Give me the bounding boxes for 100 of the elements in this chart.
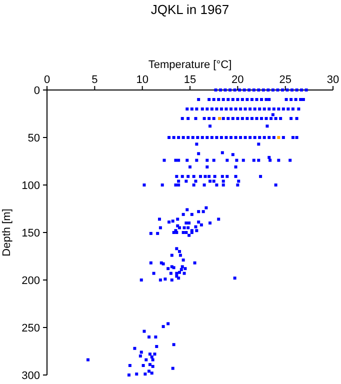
- point: [226, 174, 229, 178]
- point: [182, 136, 185, 139]
- point: [186, 158, 189, 162]
- point: [148, 352, 152, 356]
- point: [235, 158, 238, 162]
- point: [196, 136, 200, 139]
- point: [149, 261, 152, 264]
- point: [194, 180, 198, 183]
- point: [212, 117, 216, 120]
- point: [153, 352, 156, 356]
- point: [186, 208, 189, 212]
- point: [213, 174, 216, 178]
- point: [197, 152, 200, 156]
- point: [268, 108, 271, 110]
- point: [208, 117, 211, 120]
- point: [197, 220, 200, 224]
- point: [224, 88, 227, 92]
- point: [208, 174, 211, 178]
- point: [237, 180, 240, 183]
- point: [158, 278, 162, 282]
- point: [195, 158, 198, 162]
- point: [238, 88, 242, 92]
- point: [208, 124, 212, 128]
- y-tick-label: 150: [22, 228, 40, 240]
- point: [272, 136, 276, 139]
- point: [182, 258, 185, 262]
- point: [215, 136, 218, 139]
- point: [234, 136, 238, 139]
- x-tick-label: 5: [92, 74, 98, 86]
- point: [182, 272, 186, 275]
- point: [192, 174, 196, 178]
- point: [295, 136, 298, 139]
- point: [233, 88, 236, 92]
- point: [279, 117, 282, 120]
- point: [194, 225, 198, 228]
- point: [233, 276, 236, 280]
- point: [144, 358, 148, 362]
- point: [204, 206, 208, 210]
- point: [148, 336, 151, 338]
- y-axis-title: Depth [m]: [1, 208, 13, 256]
- point: [184, 222, 188, 224]
- point: [257, 88, 260, 92]
- x-tick-label: 25: [279, 74, 292, 86]
- point: [246, 117, 249, 120]
- point: [222, 180, 225, 183]
- point: [248, 136, 252, 139]
- x-tick-label: 30: [326, 74, 340, 86]
- point: [300, 88, 304, 92]
- point: [282, 136, 285, 139]
- point: [186, 226, 190, 230]
- point: [206, 165, 209, 168]
- point: [224, 108, 228, 110]
- y-tick-label: 300: [22, 370, 40, 382]
- point: [195, 229, 198, 232]
- point: [186, 174, 190, 178]
- point: [208, 222, 212, 224]
- point: [184, 231, 188, 234]
- point: [193, 261, 196, 264]
- point: [260, 98, 263, 101]
- point: [253, 136, 256, 139]
- point: [150, 355, 154, 358]
- point: [177, 158, 180, 162]
- point: [268, 156, 271, 159]
- point: [202, 184, 206, 186]
- point: [250, 98, 254, 101]
- point: [168, 136, 171, 139]
- point: [239, 136, 242, 139]
- point: [282, 108, 285, 110]
- point: [171, 220, 174, 223]
- point: [172, 343, 176, 346]
- point: [182, 212, 185, 216]
- point: [174, 184, 178, 186]
- point: [231, 117, 234, 120]
- point: [162, 325, 165, 328]
- point: [262, 108, 266, 110]
- point: [142, 364, 145, 367]
- point: [272, 108, 276, 110]
- point: [195, 142, 198, 146]
- x-tick-label: 0: [44, 74, 50, 86]
- point: [180, 117, 184, 120]
- point: [231, 98, 234, 101]
- point: [138, 354, 142, 358]
- point: [257, 158, 260, 162]
- point: [276, 88, 280, 92]
- point: [140, 278, 143, 282]
- point: [280, 88, 284, 92]
- point: [178, 270, 182, 274]
- point: [164, 278, 167, 281]
- point: [186, 108, 189, 110]
- point: [180, 265, 184, 268]
- point: [175, 174, 178, 178]
- point: [302, 98, 305, 101]
- point: [180, 268, 183, 272]
- chart-title: JQKL in 1967: [150, 2, 230, 17]
- point: [149, 232, 152, 235]
- point: [202, 117, 206, 120]
- point: [158, 226, 162, 230]
- point: [229, 136, 232, 139]
- point: [258, 136, 262, 139]
- point: [291, 108, 294, 110]
